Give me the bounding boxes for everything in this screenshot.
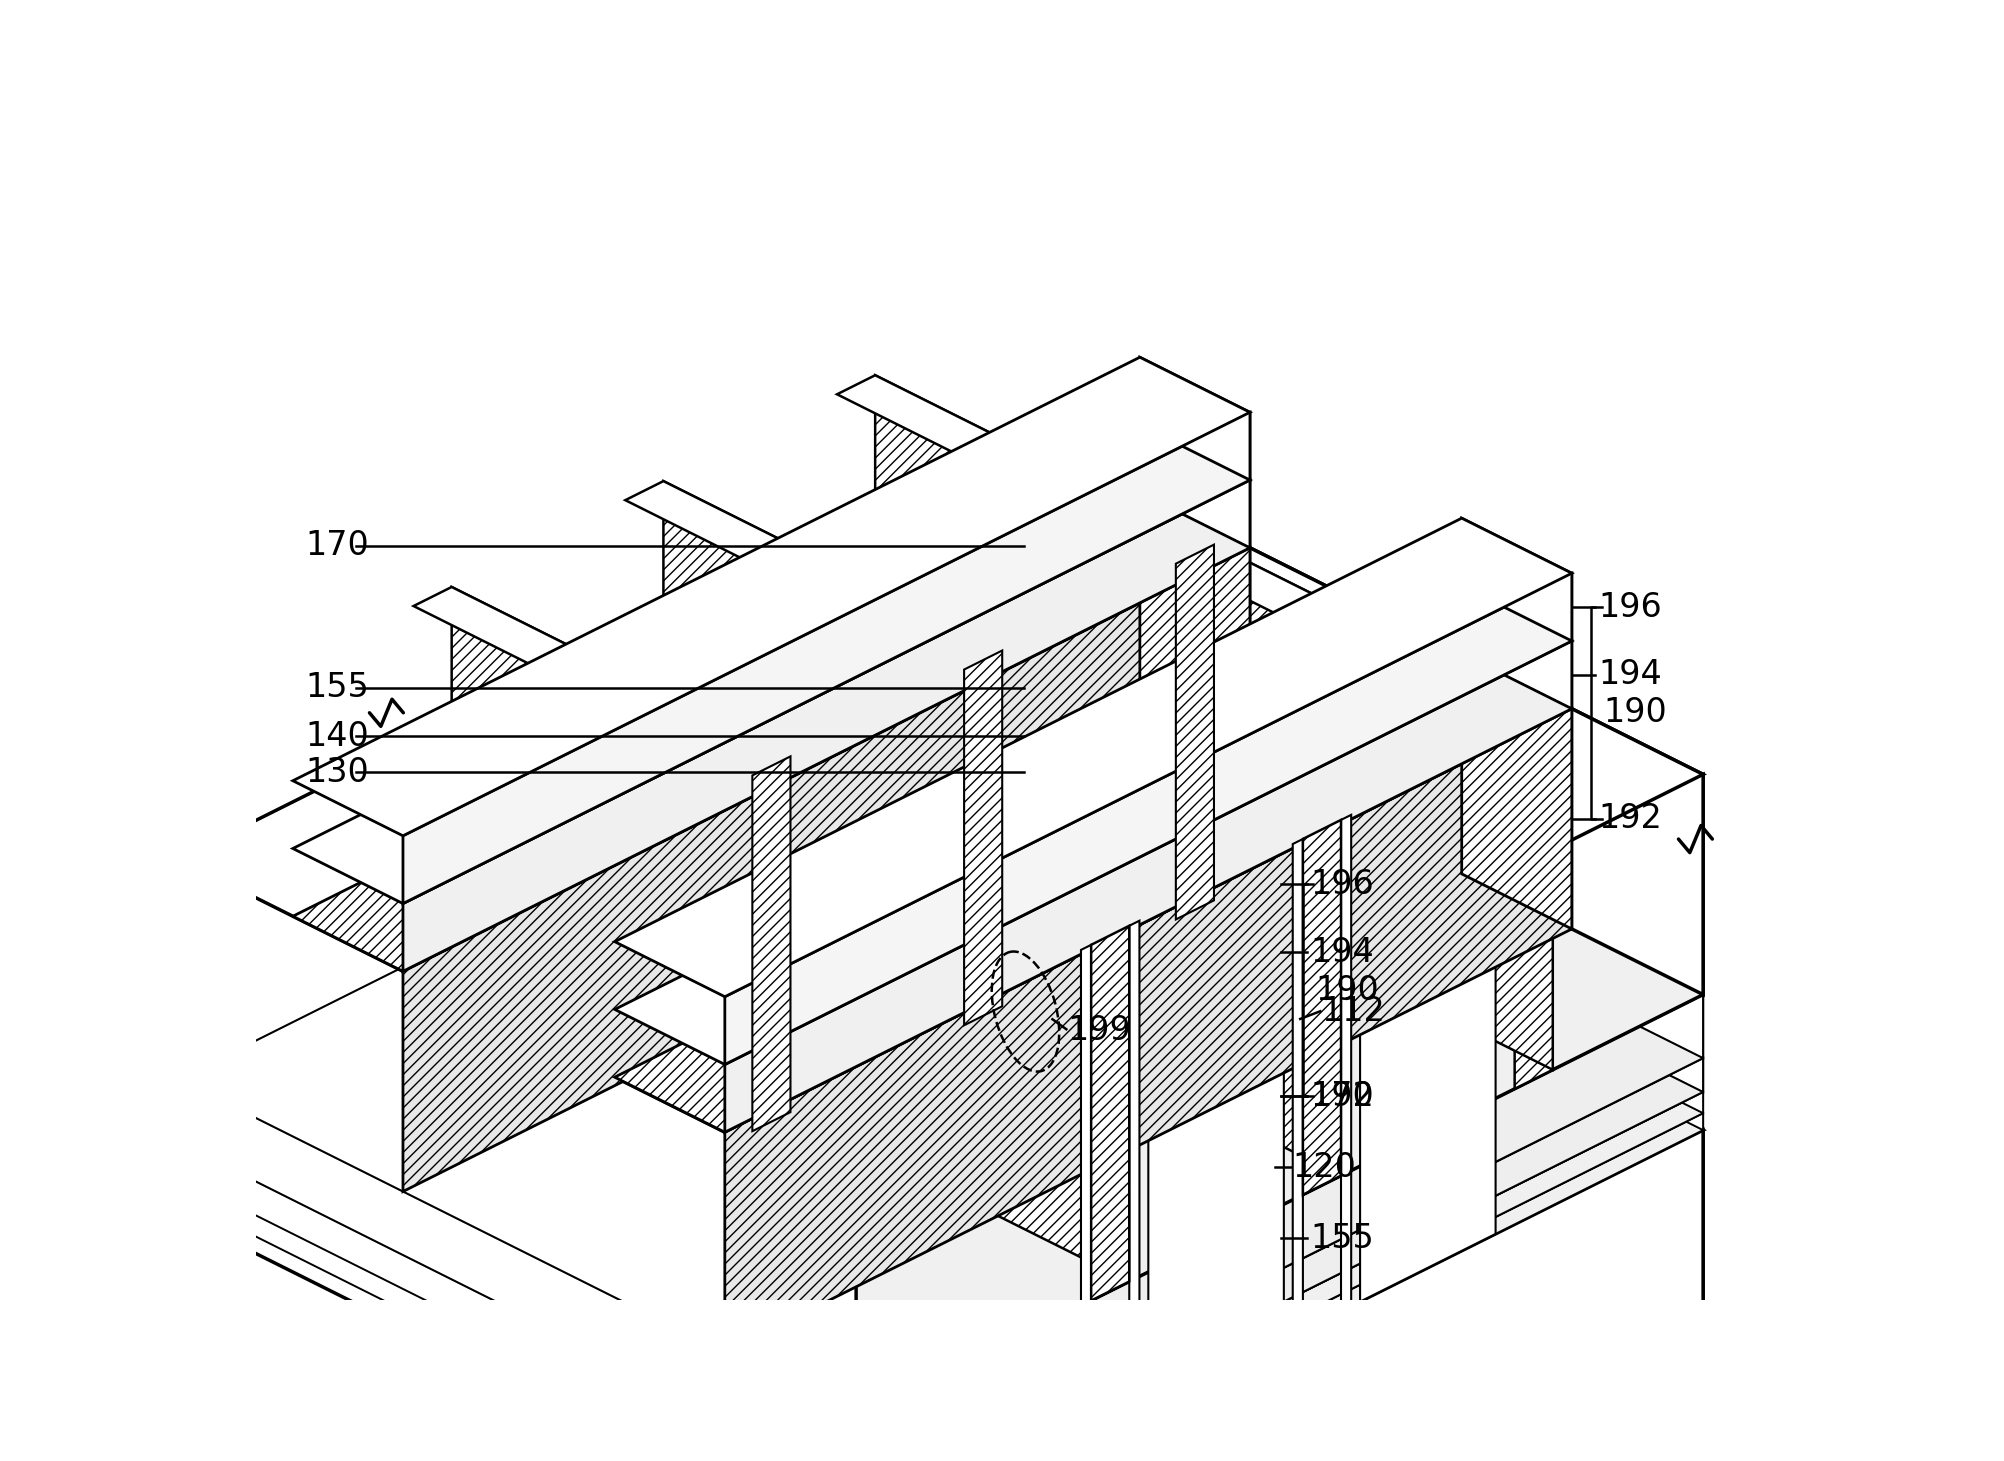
- Text: 192: 192: [1311, 1080, 1375, 1113]
- Polygon shape: [964, 650, 1002, 1026]
- Polygon shape: [1303, 820, 1341, 1195]
- Polygon shape: [1140, 492, 1250, 768]
- Polygon shape: [1026, 719, 1703, 1091]
- Polygon shape: [1140, 358, 1250, 481]
- Polygon shape: [1176, 545, 1553, 733]
- Polygon shape: [856, 1091, 1703, 1461]
- Polygon shape: [178, 754, 1703, 1461]
- Polygon shape: [1026, 435, 1703, 995]
- Polygon shape: [752, 757, 1130, 945]
- Polygon shape: [752, 757, 790, 1131]
- Polygon shape: [413, 587, 790, 776]
- Polygon shape: [293, 492, 1250, 972]
- Polygon shape: [1140, 425, 1250, 548]
- Text: 120: 120: [1293, 1151, 1357, 1183]
- Polygon shape: [1090, 926, 1130, 1300]
- Text: 155: 155: [305, 671, 369, 704]
- Polygon shape: [810, 815, 946, 1103]
- Polygon shape: [790, 757, 1130, 1281]
- Polygon shape: [178, 656, 1703, 1419]
- Polygon shape: [403, 412, 1250, 903]
- Polygon shape: [856, 1113, 1703, 1461]
- Polygon shape: [1341, 815, 1351, 1311]
- Polygon shape: [1026, 656, 1703, 1058]
- Polygon shape: [663, 481, 1002, 1007]
- Polygon shape: [1080, 945, 1090, 1441]
- Polygon shape: [725, 573, 1571, 1065]
- Polygon shape: [1176, 545, 1214, 919]
- Polygon shape: [1293, 839, 1303, 1335]
- Polygon shape: [1461, 586, 1571, 709]
- Polygon shape: [838, 375, 1214, 564]
- Polygon shape: [1361, 742, 1495, 1302]
- Polygon shape: [1002, 650, 1341, 1176]
- Polygon shape: [293, 358, 1250, 836]
- Polygon shape: [1022, 709, 1156, 996]
- Polygon shape: [725, 641, 1571, 1132]
- Text: 199: 199: [1068, 1014, 1132, 1048]
- Text: 192: 192: [1599, 802, 1663, 836]
- Polygon shape: [1026, 792, 1703, 1461]
- Text: 170: 170: [305, 529, 369, 562]
- Polygon shape: [178, 435, 1703, 1198]
- Polygon shape: [403, 548, 1250, 1192]
- Polygon shape: [856, 995, 1703, 1461]
- Polygon shape: [1303, 820, 1341, 1195]
- Polygon shape: [964, 650, 1341, 839]
- Polygon shape: [615, 653, 1571, 1132]
- Polygon shape: [178, 774, 1703, 1461]
- Polygon shape: [1090, 926, 1130, 1300]
- Polygon shape: [1515, 714, 1553, 1088]
- Text: 196: 196: [1599, 590, 1663, 624]
- Polygon shape: [1214, 545, 1553, 1069]
- Text: 190: 190: [1603, 697, 1667, 729]
- Text: 190: 190: [1315, 974, 1379, 1007]
- Polygon shape: [625, 481, 1002, 669]
- Polygon shape: [615, 586, 1571, 1065]
- Polygon shape: [1176, 545, 1214, 919]
- Polygon shape: [856, 1058, 1703, 1461]
- Polygon shape: [1026, 754, 1703, 1113]
- Text: 130: 130: [305, 755, 369, 789]
- Polygon shape: [1461, 653, 1571, 929]
- Polygon shape: [752, 757, 790, 1131]
- Polygon shape: [1130, 920, 1140, 1417]
- Polygon shape: [178, 719, 1703, 1461]
- Polygon shape: [876, 375, 1214, 900]
- Polygon shape: [964, 650, 1002, 1026]
- Polygon shape: [856, 774, 1703, 1419]
- Text: 194: 194: [1599, 659, 1663, 691]
- Polygon shape: [615, 519, 1571, 996]
- Text: 194: 194: [1311, 935, 1375, 969]
- Text: 140: 140: [305, 720, 369, 752]
- Text: 155: 155: [1311, 1221, 1375, 1255]
- Text: 112: 112: [1323, 995, 1385, 1027]
- Polygon shape: [293, 425, 1250, 903]
- Polygon shape: [451, 587, 790, 1112]
- Polygon shape: [178, 792, 1703, 1461]
- Polygon shape: [1461, 519, 1571, 641]
- Polygon shape: [725, 709, 1571, 1353]
- Polygon shape: [856, 1131, 1703, 1461]
- Polygon shape: [403, 481, 1250, 972]
- Text: 170: 170: [1311, 1080, 1375, 1113]
- Polygon shape: [1026, 774, 1703, 1131]
- Polygon shape: [1148, 849, 1285, 1407]
- Text: 196: 196: [1311, 868, 1375, 901]
